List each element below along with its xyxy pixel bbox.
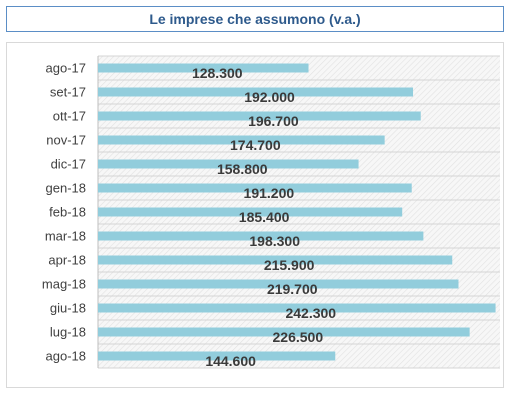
bar-dic-17 [98,159,359,169]
data-label-ott-17: 196.700 [248,113,299,129]
data-label-ago-18: 144.600 [205,353,256,369]
bar-nov-17 [98,135,385,145]
data-label-gen-18: 191.200 [244,185,295,201]
bar-ott-17 [98,111,421,121]
row-gridlines [97,55,500,369]
category-label-feb-18: feb-18 [49,205,86,220]
category-label-gen-18: gen-18 [46,181,86,196]
bar-apr-18 [98,255,453,265]
data-label-feb-18: 185.400 [239,209,290,225]
category-axis-labels: ago-17 set-17 ott-17 nov-17 dic-17 gen-18 feb-… [42,61,86,364]
category-label-giu-18: giu-18 [50,301,86,316]
bar-set-17 [98,87,414,97]
bar-series [98,63,496,361]
data-label-apr-18: 215.900 [264,257,315,273]
category-label-ott-17: ott-17 [53,109,86,124]
category-label-mar-18: mar-18 [45,229,86,244]
category-label-nov-17: nov-17 [46,133,86,148]
chart-title-box: Le imprese che assumono (v.a.) [6,6,504,32]
data-label-giu-18: 242.300 [285,305,336,321]
bar-ago-17 [98,63,309,73]
chart-title: Le imprese che assumono (v.a.) [149,11,361,27]
bar-feb-18 [98,207,403,217]
category-label-set-17: set-17 [50,85,86,100]
data-label-dic-17: 158.800 [217,161,268,177]
bar-lug-18 [98,327,470,337]
category-label-ago-18: ago-18 [46,349,86,364]
bar-mar-18 [98,231,424,241]
category-label-mag-18: mag-18 [42,277,86,292]
category-label-lug-18: lug-18 [50,325,86,340]
bar-giu-18 [98,303,496,313]
category-label-apr-18: apr-18 [48,253,86,268]
category-label-dic-17: dic-17 [51,157,86,172]
data-label-set-17: 192.000 [244,89,295,105]
bar-gen-18 [98,183,412,193]
data-label-nov-17: 174.700 [230,137,281,153]
bar-ago-18 [98,351,336,361]
data-label-lug-18: 226.500 [273,329,324,345]
data-label-ago-17: 128.300 [192,65,243,81]
category-label-ago-17: ago-17 [46,61,86,76]
bar-mag-18 [98,279,459,289]
data-label-mag-18: 219.700 [267,281,318,297]
data-label-mar-18: 198.300 [249,233,300,249]
